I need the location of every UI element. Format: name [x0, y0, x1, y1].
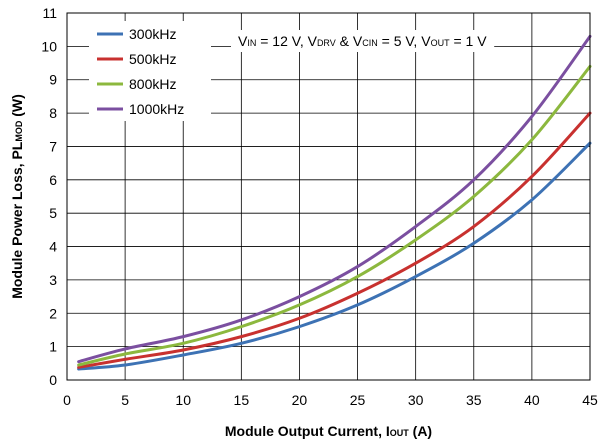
y-tick-label: 6 [49, 172, 57, 188]
x-tick-label: 15 [234, 392, 250, 408]
plot-frame [66, 12, 591, 381]
y-tick-label: 11 [42, 5, 57, 21]
series-line-500kHz [77, 111, 592, 369]
y-tick-label: 8 [49, 105, 57, 121]
y-tick-label: 9 [49, 72, 57, 88]
y-tick-label: 5 [49, 205, 57, 221]
legend-label: 300kHz [129, 26, 176, 42]
legend-label: 1000kHz [129, 101, 184, 117]
legend-box [89, 21, 211, 121]
x-axis-label: Module Output Current, IOUT (A) [225, 423, 432, 439]
x-tick-labels: 0 5 10 15 20 25 30 35 40 45 [63, 392, 598, 408]
x-tick-label: 10 [175, 392, 191, 408]
x-tick-label: 30 [408, 392, 424, 408]
x-tick-label: 35 [466, 392, 482, 408]
annotation-box [231, 30, 495, 52]
x-tick-label: 40 [524, 392, 540, 408]
x-tick-label: 5 [121, 392, 129, 408]
x-tick-label: 25 [350, 392, 366, 408]
series-line-1000kHz [77, 34, 592, 364]
y-tick-label: 3 [49, 272, 57, 288]
y-tick-label: 1 [49, 339, 57, 355]
x-tick-label: 0 [63, 392, 71, 408]
y-tick-label: 0 [49, 372, 57, 388]
series-line-300kHz [77, 141, 592, 371]
y-tick-label: 4 [49, 239, 57, 255]
y-axis-label: Module Power Loss, PLMOD (W) [9, 94, 25, 299]
x-tick-label: 45 [582, 392, 598, 408]
y-tick-label: 7 [49, 138, 57, 154]
y-tick-label: 2 [49, 305, 57, 321]
conditions-annotation: VIN = 12 V, VDRV & VCIN = 5 V, VOUT = 1 … [238, 33, 487, 49]
y-tick-label: 10 [41, 38, 57, 54]
series-line-800kHz [77, 64, 592, 367]
legend-label: 500kHz [129, 51, 176, 67]
series-lines [77, 34, 592, 371]
legend-label: 800kHz [129, 76, 176, 92]
x-tick-label: 20 [292, 392, 308, 408]
legend: 300kHz 500kHz 800kHz 1000kHz [97, 26, 184, 117]
y-tick-labels: 0 1 2 3 4 5 6 7 8 9 10 11 [41, 5, 57, 388]
